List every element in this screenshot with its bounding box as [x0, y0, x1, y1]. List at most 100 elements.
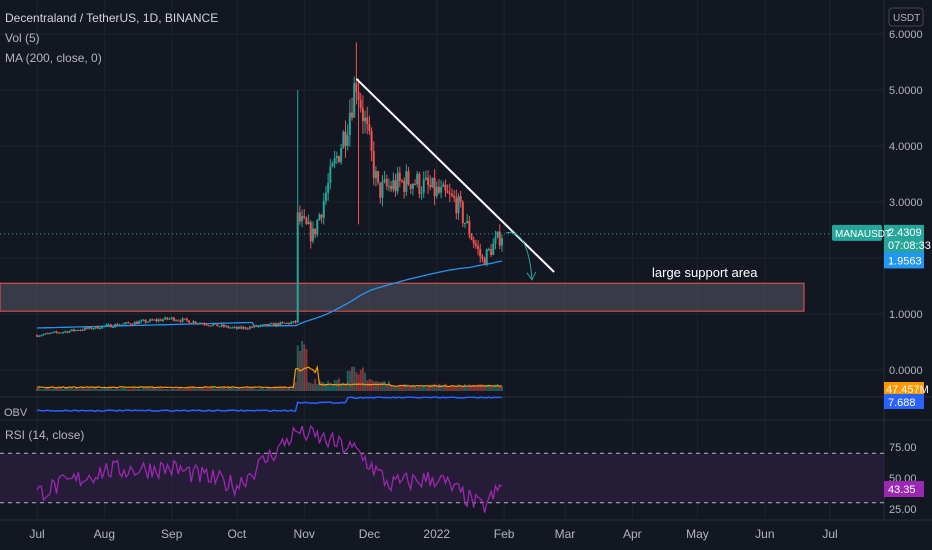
candle-body — [88, 326, 91, 329]
candle-body — [372, 150, 375, 178]
volume-bar — [500, 386, 503, 391]
candle-body — [216, 323, 219, 327]
volume-bar — [148, 388, 151, 391]
volume-bar — [288, 387, 291, 391]
candle-body — [157, 319, 160, 321]
candle-body — [379, 182, 382, 198]
volume-bar — [496, 384, 499, 391]
candle-body — [264, 324, 267, 326]
candle-body — [261, 324, 264, 326]
volume-bar — [201, 388, 204, 391]
candle-body — [244, 327, 247, 329]
candle-body — [246, 328, 249, 330]
candle-body — [62, 332, 65, 334]
volume-bar — [172, 389, 175, 391]
price-tick-label: 0.0000 — [889, 365, 923, 377]
candle-body — [92, 328, 95, 330]
volume-bar — [283, 387, 286, 391]
candle-body — [368, 124, 371, 132]
volume-bar — [257, 388, 260, 391]
candle-body — [66, 331, 69, 333]
candle-body — [81, 330, 84, 332]
candle-body — [222, 324, 225, 327]
candle-body — [342, 131, 345, 149]
candle-body — [370, 131, 373, 151]
candle-body — [429, 184, 432, 188]
time-tick-label: Aug — [94, 527, 115, 541]
symbol-badge-label: MANAUSDT — [835, 229, 891, 240]
candle-body — [479, 248, 482, 257]
volume-bar — [203, 388, 206, 391]
volume-bar — [38, 387, 41, 391]
volume-bar — [66, 387, 69, 391]
volume-bar — [261, 388, 264, 391]
candle-body — [348, 112, 351, 136]
rsi-indicator-label[interactable]: RSI (14, close) — [5, 428, 85, 442]
candle-body — [164, 317, 167, 320]
volume-bar — [427, 385, 430, 391]
currency-button — [888, 7, 924, 27]
candle-body — [464, 223, 467, 225]
candle-body — [185, 318, 188, 321]
volume-bar — [422, 384, 425, 391]
candle-body — [477, 246, 480, 249]
obv-indicator-label[interactable]: OBV — [4, 407, 28, 419]
candle-body — [405, 171, 408, 192]
candle-body — [427, 177, 430, 185]
volume-bar — [411, 384, 414, 391]
candle-body — [205, 324, 208, 326]
volume-bar — [481, 384, 484, 391]
candle-body — [487, 249, 490, 251]
candle-body — [450, 193, 453, 196]
volume-bar — [118, 389, 121, 391]
volume-bar — [324, 384, 327, 391]
volume-indicator-label[interactable]: Vol (5) — [5, 31, 40, 45]
candle-body — [288, 322, 291, 325]
volume-bar — [418, 386, 421, 391]
candle-body — [344, 131, 347, 147]
volume-bar — [238, 387, 241, 391]
volume-bar — [151, 388, 154, 391]
candle-body — [446, 190, 449, 194]
volume-bar — [159, 388, 162, 391]
volume-bar — [144, 387, 147, 391]
volume-bar — [64, 387, 67, 391]
candle-body — [390, 186, 393, 190]
candle-body — [411, 183, 414, 189]
volume-bar — [331, 384, 334, 391]
volume-bar — [192, 387, 195, 391]
volume-bar — [70, 387, 73, 391]
ma-value-badge — [884, 252, 924, 269]
candle-body — [162, 319, 165, 321]
candle-body — [314, 228, 317, 235]
volume-bar — [99, 388, 102, 391]
candle-body — [470, 235, 473, 240]
volume-bar — [385, 384, 388, 391]
volume-bar — [420, 386, 423, 391]
candle-body — [385, 179, 388, 187]
ma-indicator-label[interactable]: MA (200, close, 0) — [5, 51, 102, 65]
volume-bar — [416, 386, 419, 391]
candle-body — [331, 163, 334, 167]
volume-bar — [372, 381, 375, 391]
volume-bar — [348, 370, 351, 391]
volume-bar — [466, 386, 469, 391]
candle-body — [140, 320, 143, 322]
volume-bar — [216, 388, 219, 391]
volume-bar — [179, 388, 182, 391]
volume-bar — [211, 387, 214, 391]
candle-body — [485, 249, 488, 265]
candle-body — [38, 335, 41, 337]
volume-bar — [407, 386, 410, 391]
volume-bar — [314, 378, 317, 391]
candle-body — [238, 326, 241, 329]
volume-bar — [470, 385, 473, 391]
volume-bar — [414, 385, 417, 391]
volume-bar — [398, 384, 401, 391]
candle-body — [153, 319, 156, 321]
candle-body — [251, 326, 254, 328]
candle-body — [274, 323, 277, 327]
candle-body — [294, 321, 297, 323]
volume-bar — [320, 381, 323, 391]
